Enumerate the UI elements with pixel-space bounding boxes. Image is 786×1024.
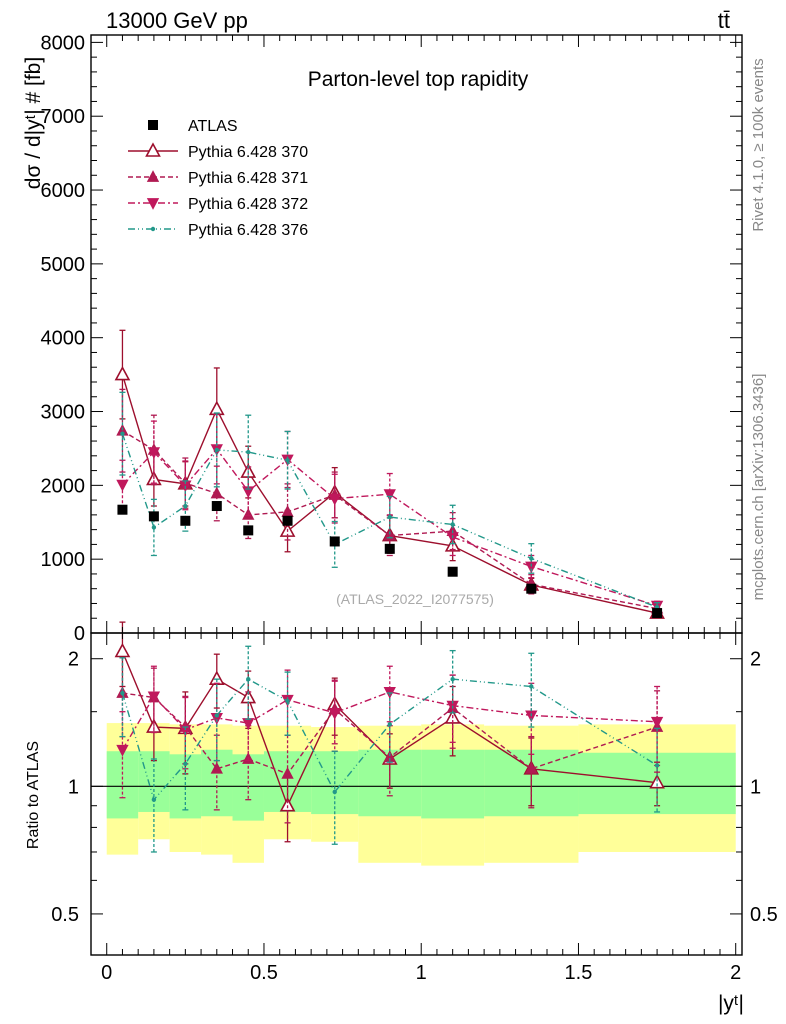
- y-tick-label: 6000: [41, 180, 86, 202]
- source-label: mcplots.cern.ch [arXiv:1306.3436]: [750, 374, 767, 601]
- y-tick-label: 1000: [41, 549, 86, 571]
- ratio-point: [210, 761, 223, 774]
- chart-title: Parton-level top rapidity: [308, 68, 529, 91]
- ratio-point: [183, 761, 188, 767]
- data-point: [652, 608, 663, 619]
- ratio-point: [114, 642, 131, 658]
- ratio-tick-label-right: 0.5: [750, 904, 778, 926]
- ratio-tick-label-right: 2: [750, 649, 761, 671]
- ratio-point: [332, 789, 337, 795]
- ratio-tick-label-right: 1: [750, 776, 761, 798]
- legend-label-data: ATLAS: [188, 118, 238, 135]
- legend-marker-0: [145, 142, 161, 157]
- series-point: [214, 447, 219, 453]
- legend-marker-3: [150, 226, 156, 232]
- series-point: [387, 514, 392, 520]
- y-axis-label: dσ / d|yᵗ| # [fb]: [22, 57, 45, 189]
- ratio-point: [208, 670, 225, 685]
- legend-label-0: Pythia 6.428 370: [188, 144, 308, 161]
- data-point: [211, 501, 222, 512]
- y-tick-label: 8000: [41, 32, 86, 54]
- x-axis-label: |yᵗ|: [718, 992, 744, 1015]
- ratio-point: [525, 761, 538, 774]
- ratio-line-2: [121, 691, 658, 751]
- y-tick-label: 4000: [41, 328, 86, 350]
- ratio-point: [529, 684, 534, 689]
- ratio-point: [328, 708, 341, 720]
- ratio-point: [654, 763, 660, 768]
- analysis-id: (ATLAS_2022_I2077575): [336, 591, 494, 607]
- ratio-point: [281, 767, 294, 779]
- ratio-point: [214, 713, 219, 718]
- y-tick-label: 5000: [41, 254, 86, 276]
- series-point: [246, 449, 251, 455]
- data-point: [180, 515, 191, 526]
- series-point: [242, 486, 255, 499]
- series-point: [285, 458, 290, 463]
- legend-label-1: Pythia 6.428 371: [188, 170, 308, 187]
- ratio-point: [285, 698, 290, 704]
- series-point: [120, 431, 125, 436]
- series-point: [210, 486, 223, 499]
- series-point: [281, 505, 294, 517]
- ratio-point: [116, 744, 129, 757]
- series-point: [525, 561, 538, 574]
- series-point: [383, 489, 396, 502]
- data-point: [148, 511, 159, 522]
- legend-marker-2: [146, 198, 160, 210]
- series-point: [183, 503, 188, 509]
- ratio-point: [179, 724, 192, 737]
- series-point: [328, 493, 341, 506]
- ratio-point: [387, 722, 392, 727]
- x-tick-label: 1.5: [565, 962, 593, 984]
- series-point: [151, 525, 157, 530]
- ratio-tick-label: 1: [68, 776, 79, 798]
- ratio-point: [246, 676, 251, 682]
- y-tick-label: 3000: [41, 402, 86, 424]
- band-inner-bin: [106, 751, 139, 819]
- x-tick-label: 1: [416, 962, 427, 984]
- series-point: [147, 447, 161, 459]
- ratio-point: [650, 716, 664, 729]
- rivet-label: Rivet 4.1.0, ≥ 100k events: [750, 58, 767, 231]
- data-point: [117, 504, 128, 515]
- energy-label: 13000 GeV pp: [106, 8, 248, 33]
- data-point: [243, 525, 254, 536]
- data-point: [447, 566, 458, 577]
- y-tick-label: 2000: [41, 475, 86, 497]
- lower-frame: [90, 632, 743, 956]
- x-tick-label: 2: [730, 962, 741, 984]
- series-point: [529, 556, 534, 561]
- data-point: [329, 536, 340, 547]
- data-point: [526, 583, 537, 594]
- ratio-y-axis-label: Ratio to ATLAS: [25, 741, 42, 849]
- ratio-tick-label: 2: [68, 649, 79, 671]
- x-tick-label: 0: [101, 962, 112, 984]
- series-point: [114, 365, 131, 381]
- y-tick-label: 0: [74, 623, 85, 645]
- series-point: [450, 522, 455, 527]
- legend-marker-1: [146, 170, 160, 182]
- legend-marker-data: [148, 120, 158, 130]
- ratio-point: [147, 691, 161, 704]
- legend-label-3: Pythia 6.428 376: [188, 222, 308, 239]
- x-tick-label: 0.5: [250, 962, 278, 984]
- ratio-point: [151, 797, 157, 802]
- process-label: tt̄: [718, 8, 730, 33]
- ratio-point: [649, 774, 665, 789]
- data-point: [282, 515, 293, 526]
- band-inner-bin: [421, 749, 485, 819]
- ratio-point: [450, 676, 455, 682]
- legend-label-2: Pythia 6.428 372: [188, 196, 308, 213]
- y-tick-label: 7000: [41, 106, 86, 128]
- data-point: [384, 543, 395, 554]
- ratio-point: [120, 690, 125, 696]
- series-point: [116, 479, 129, 492]
- ratio-tick-label: 0.5: [51, 904, 79, 926]
